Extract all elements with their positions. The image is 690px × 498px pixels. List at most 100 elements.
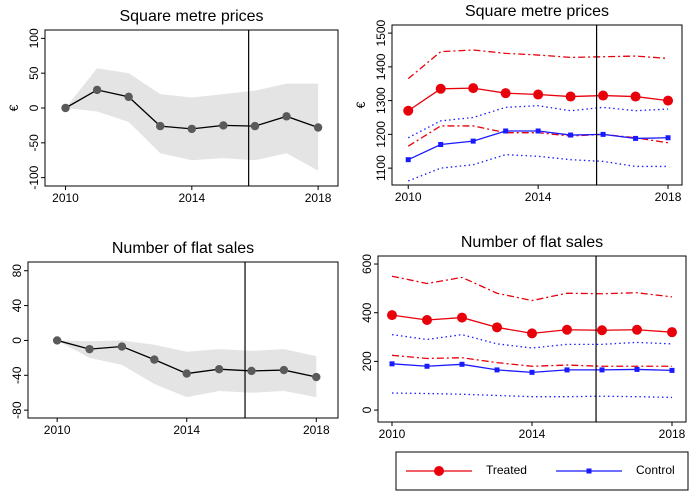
point xyxy=(503,128,509,134)
series-line xyxy=(407,130,669,161)
point xyxy=(667,327,677,338)
point xyxy=(150,355,159,364)
x-tick-label: 2018 xyxy=(303,423,330,437)
point xyxy=(438,141,444,147)
legend: Treated Control xyxy=(395,451,689,491)
point xyxy=(665,135,671,141)
point xyxy=(214,364,224,374)
point xyxy=(156,121,165,131)
x-tick-label: 2018 xyxy=(655,190,682,204)
legend-frame xyxy=(395,451,689,491)
panel-title: Square metre prices xyxy=(119,8,263,25)
point xyxy=(247,366,256,376)
confidence-band xyxy=(57,340,317,398)
y-tick-label: 400 xyxy=(360,302,374,322)
legend-marker xyxy=(586,468,592,474)
point xyxy=(92,85,102,95)
legend-marker xyxy=(434,466,444,476)
point xyxy=(492,322,502,333)
legend-label: Treated xyxy=(486,463,527,477)
y-tick-label: 50 xyxy=(27,66,41,80)
point xyxy=(403,105,414,116)
panel-title: Square metre prices xyxy=(465,3,609,20)
x-tick-label: 2018 xyxy=(305,191,332,205)
point xyxy=(182,369,191,378)
y-tick-label: 1200 xyxy=(374,121,388,148)
panel: Number of flat sales -80 -40 0 40 80 2010 2014 2… xyxy=(10,240,339,437)
y-tick-label: 100 xyxy=(27,28,41,48)
y-axis-label: € xyxy=(354,101,368,108)
point xyxy=(424,363,430,369)
point xyxy=(527,328,537,339)
point xyxy=(597,325,607,336)
point xyxy=(598,90,609,101)
series-line xyxy=(391,392,673,399)
legend-label: Control xyxy=(636,463,675,477)
panel-title: Number of flat sales xyxy=(112,240,254,257)
point xyxy=(565,91,576,102)
point xyxy=(535,128,541,134)
point xyxy=(634,366,640,372)
x-tick-label: 2010 xyxy=(379,427,406,441)
point xyxy=(529,369,535,375)
series-line xyxy=(407,105,669,139)
point xyxy=(599,367,605,373)
point xyxy=(632,324,642,335)
point xyxy=(494,367,500,373)
x-tick-label: 2014 xyxy=(519,427,546,441)
y-tick-label: 0 xyxy=(360,406,374,413)
x-tick-label: 2010 xyxy=(395,190,422,204)
x-tick-label: 2010 xyxy=(44,423,71,437)
point xyxy=(459,361,465,367)
y-tick-label: 600 xyxy=(360,254,374,274)
point xyxy=(435,83,446,94)
point xyxy=(500,88,511,99)
y-tick-label: -40 xyxy=(10,366,24,384)
point xyxy=(457,312,467,323)
point xyxy=(124,92,133,102)
point xyxy=(468,83,479,94)
y-tick-label: 1400 xyxy=(374,53,388,80)
panel: Square metre prices € -100 -50 0 50 100 2010 201… xyxy=(7,8,339,205)
panel: Number of flat sales 0 200 400 600 2010 2014 20… xyxy=(360,234,687,441)
point xyxy=(663,95,674,106)
y-tick-label: 0 xyxy=(10,337,24,344)
y-tick-label: -100 xyxy=(27,165,41,189)
y-tick-label: 200 xyxy=(360,351,374,371)
y-tick-label: 80 xyxy=(10,264,24,278)
plot-frame xyxy=(391,24,683,186)
y-tick-label: 1300 xyxy=(374,87,388,114)
point xyxy=(279,365,289,375)
panel: Square metre prices €1100 1200 1300 1400 1500… xyxy=(354,3,683,204)
panel-title: Number of flat sales xyxy=(461,234,603,251)
point xyxy=(600,131,606,137)
point xyxy=(562,324,572,335)
point xyxy=(85,344,94,354)
point xyxy=(313,123,323,132)
y-tick-label: -80 xyxy=(10,401,24,419)
series-line xyxy=(391,275,673,302)
point xyxy=(312,372,321,382)
point xyxy=(422,315,432,326)
point xyxy=(470,138,476,144)
point xyxy=(61,103,70,113)
y-axis-label: € xyxy=(7,104,21,111)
y-tick-label: 1100 xyxy=(374,155,388,181)
point xyxy=(52,336,62,345)
point xyxy=(564,367,570,373)
y-tick-label: 40 xyxy=(10,299,24,313)
series-line xyxy=(391,354,672,367)
y-tick-label: -50 xyxy=(27,134,41,152)
point xyxy=(633,135,639,141)
point xyxy=(187,124,197,134)
point xyxy=(250,121,260,131)
x-tick-label: 2018 xyxy=(659,427,686,441)
x-tick-label: 2010 xyxy=(52,191,79,205)
x-tick-label: 2014 xyxy=(525,190,552,204)
y-tick-label: 0 xyxy=(27,104,41,111)
point xyxy=(219,121,228,130)
point xyxy=(630,91,641,102)
point xyxy=(405,157,411,163)
point xyxy=(568,132,574,138)
point xyxy=(389,361,395,367)
